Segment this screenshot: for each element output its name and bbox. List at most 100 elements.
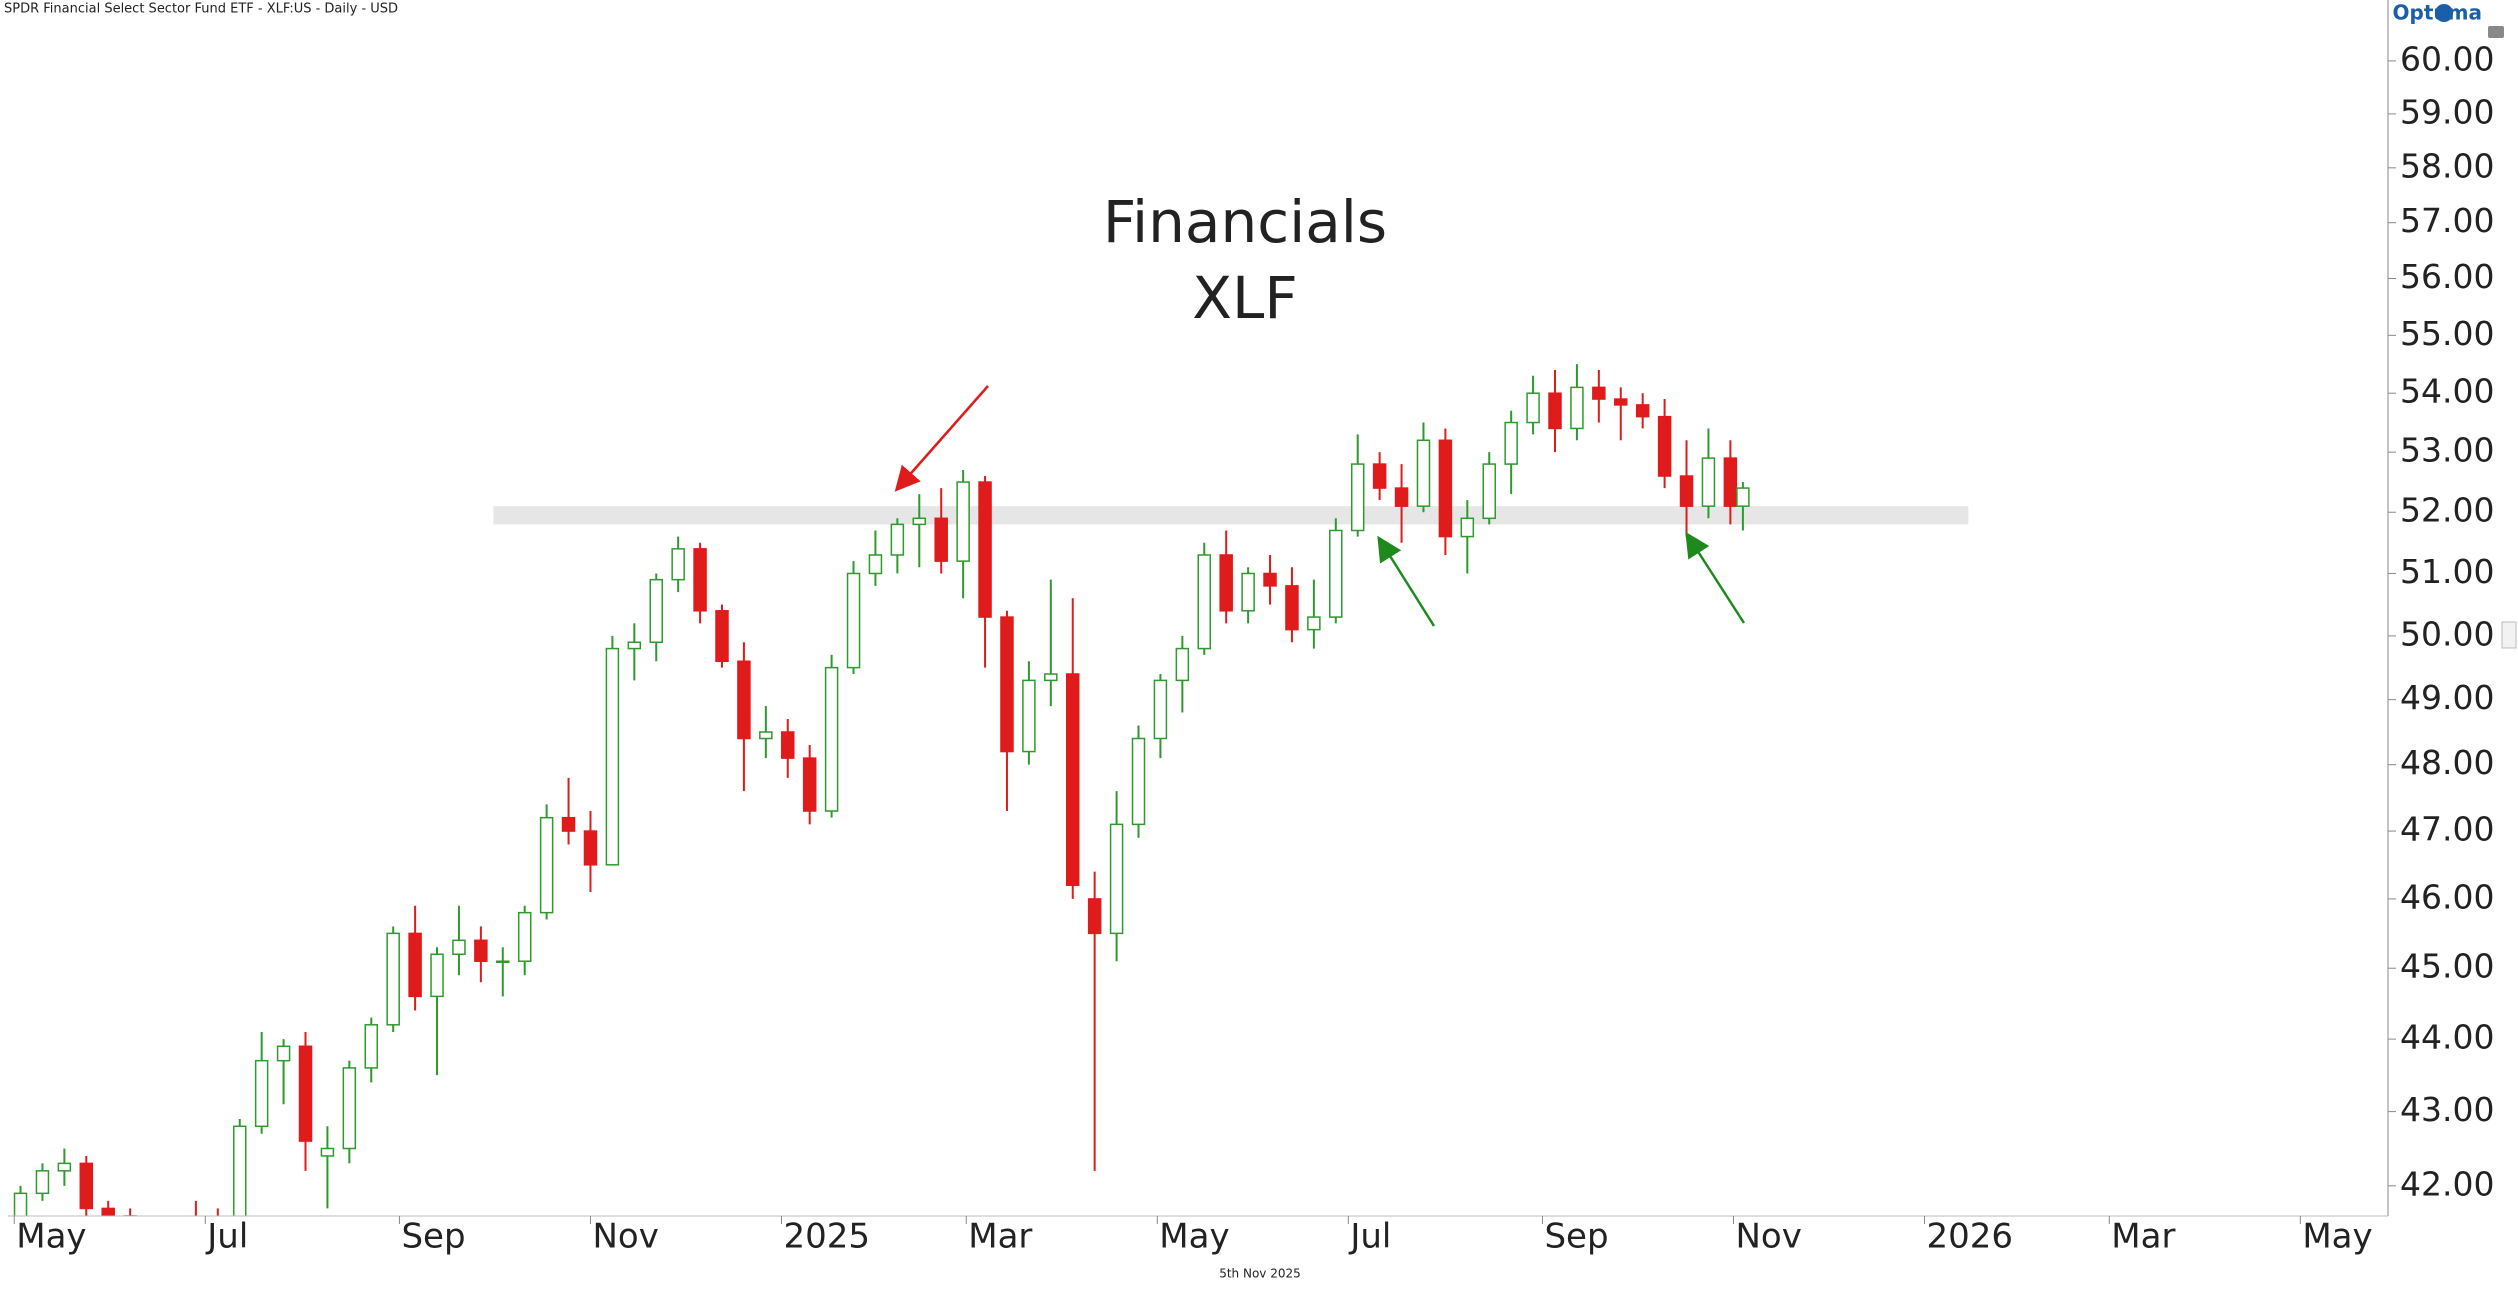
candle-body — [1736, 487, 1750, 507]
x-tick-label: Sep — [401, 1217, 465, 1257]
candle-body — [1241, 572, 1255, 612]
candle-body — [430, 953, 444, 998]
candle-body — [1548, 392, 1562, 430]
y-tick-label: 58.00 — [2400, 146, 2494, 185]
candle-body — [1438, 439, 1453, 538]
candle-body — [890, 523, 905, 556]
candle-body — [1635, 404, 1650, 418]
candle-body — [190, 1224, 202, 1239]
candle-body — [254, 1059, 269, 1128]
y-tick-label: 43.00 — [2400, 1090, 2494, 1129]
candle-body — [57, 1162, 72, 1172]
candle-body — [1460, 517, 1475, 538]
candle-body — [781, 731, 795, 759]
x-tick-label: May — [2302, 1217, 2372, 1257]
candle-body — [1285, 585, 1299, 631]
candle-body — [474, 939, 488, 962]
candle-body — [496, 960, 510, 963]
candle-body — [1307, 616, 1321, 631]
candle-body — [868, 554, 883, 575]
candle-body — [978, 481, 992, 618]
brand-icon — [2435, 4, 2453, 22]
candle-body — [934, 517, 948, 562]
candle-body — [146, 1254, 158, 1262]
x-tick-label: May — [16, 1217, 86, 1257]
footer-date: 5th Nov 2025 — [1219, 1267, 1301, 1281]
x-tick-label: 2025 — [784, 1217, 871, 1257]
candle-body — [802, 757, 817, 812]
candle-body — [276, 1045, 291, 1062]
candle-body — [1000, 616, 1014, 753]
candle-body — [1657, 415, 1672, 477]
candle-body — [298, 1045, 313, 1142]
candle-body — [1263, 572, 1277, 587]
y-tick-label: 49.00 — [2400, 678, 2494, 717]
candle-body — [13, 1192, 28, 1216]
candle-body — [1592, 386, 1606, 400]
y-tick-label: 59.00 — [2400, 92, 2494, 131]
chart-title: Financials — [1103, 188, 1387, 256]
candle-body — [101, 1207, 115, 1216]
candle-body — [168, 1224, 180, 1262]
candle-body — [561, 816, 576, 832]
candle-body — [912, 517, 927, 526]
x-tick-label: Jul — [1348, 1217, 1391, 1257]
y-tick-label: 47.00 — [2400, 810, 2494, 849]
y-tick-label: 42.00 — [2400, 1164, 2494, 1203]
y-tick-label: 50.00 — [2400, 614, 2494, 653]
y-tick-label: 60.00 — [2400, 39, 2494, 78]
candle-body — [386, 932, 400, 1026]
candle-body — [1504, 421, 1518, 465]
side-toggle[interactable] — [2501, 621, 2517, 649]
y-tick-label: 55.00 — [2400, 314, 2494, 353]
candle-body — [1614, 398, 1628, 406]
y-tick-label: 52.00 — [2400, 491, 2494, 530]
candle-body — [79, 1162, 94, 1210]
arrow — [1377, 535, 1436, 627]
candle-body — [737, 660, 751, 740]
candle-body — [956, 481, 970, 562]
candle-body — [517, 911, 532, 962]
arrow — [1685, 531, 1746, 624]
x-tick-label: Nov — [1736, 1217, 1802, 1257]
candle-body — [671, 548, 685, 581]
candle-body — [1153, 679, 1168, 740]
candle-body — [627, 641, 642, 650]
x-tick-label: 2026 — [1927, 1217, 2014, 1257]
x-tick-label: Nov — [592, 1217, 658, 1257]
x-tick-label: Jul — [205, 1217, 248, 1257]
candle-body — [1197, 554, 1212, 650]
candle-body — [1723, 457, 1738, 507]
candle-body — [1329, 529, 1343, 618]
candle-body — [1065, 673, 1080, 886]
candle-body — [408, 932, 422, 998]
lock-icon[interactable] — [2488, 26, 2504, 38]
y-tick-label: 44.00 — [2400, 1018, 2494, 1057]
x-tick-label: Mar — [2111, 1217, 2175, 1257]
candle-body — [583, 830, 598, 866]
candle-body — [342, 1067, 357, 1150]
candle-body — [320, 1147, 335, 1157]
candle-body — [1087, 898, 1102, 935]
candle-body — [1526, 392, 1540, 424]
candle-body — [1394, 487, 1409, 507]
x-tick-label: May — [1159, 1217, 1229, 1257]
candle-body — [1131, 737, 1146, 826]
candle-body — [1219, 554, 1233, 612]
y-tick-label: 56.00 — [2400, 257, 2494, 296]
y-tick-label: 46.00 — [2400, 877, 2494, 916]
candle-body — [1109, 823, 1124, 935]
candle-body — [824, 666, 839, 812]
candle-body — [1679, 475, 1694, 507]
header-title: SPDR Financial Select Sector Fund ETF - … — [4, 2, 398, 17]
candle-body — [123, 1215, 137, 1216]
candle-body — [35, 1170, 50, 1195]
candle-body — [364, 1024, 379, 1069]
x-tick-label: Sep — [1544, 1217, 1608, 1257]
candle-body — [715, 610, 729, 663]
candle-body — [1350, 463, 1365, 532]
candle-body — [1372, 463, 1387, 489]
candle-body — [649, 578, 663, 643]
x-tick-label: Mar — [968, 1217, 1032, 1257]
